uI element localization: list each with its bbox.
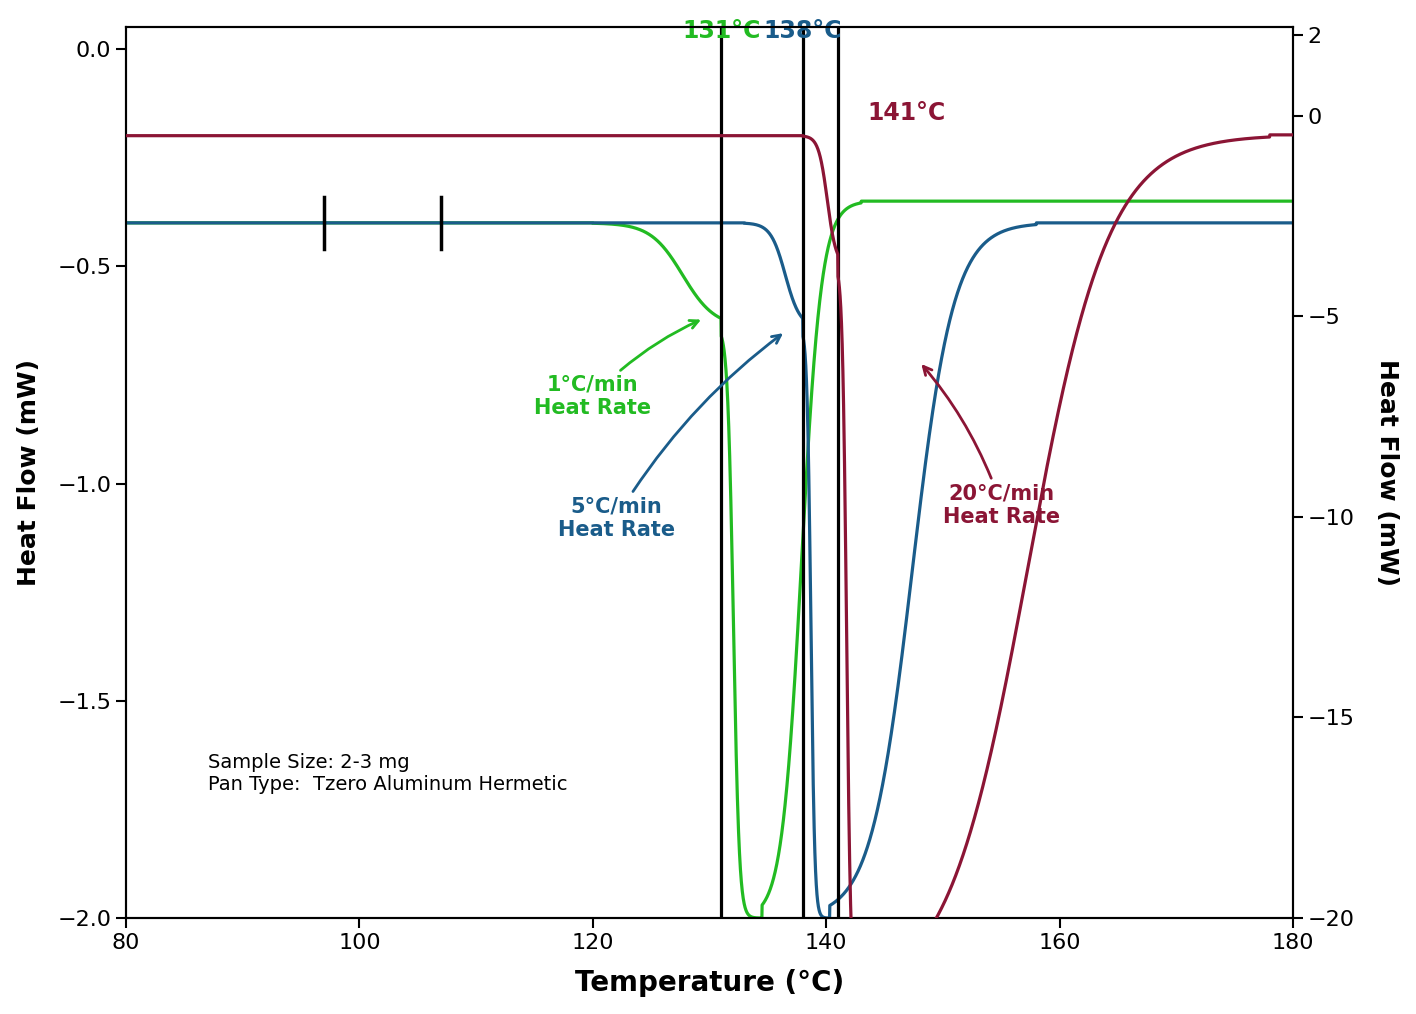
- Text: 141°C: 141°C: [867, 101, 946, 125]
- Text: 1°C/min
Heat Rate: 1°C/min Heat Rate: [534, 320, 698, 418]
- Text: 20°C/min
Heat Rate: 20°C/min Heat Rate: [923, 366, 1059, 526]
- X-axis label: Temperature (°C): Temperature (°C): [575, 969, 844, 998]
- Y-axis label: Heat Flow (mW): Heat Flow (mW): [17, 359, 41, 586]
- Text: Sample Size: 2-3 mg
Pan Type:  Tzero Aluminum Hermetic: Sample Size: 2-3 mg Pan Type: Tzero Alum…: [208, 753, 568, 794]
- Text: 138°C: 138°C: [763, 18, 843, 43]
- Text: 131°C: 131°C: [683, 18, 760, 43]
- Y-axis label: Heat Flow (mW): Heat Flow (mW): [1375, 359, 1399, 586]
- Text: 5°C/min
Heat Rate: 5°C/min Heat Rate: [558, 335, 780, 539]
